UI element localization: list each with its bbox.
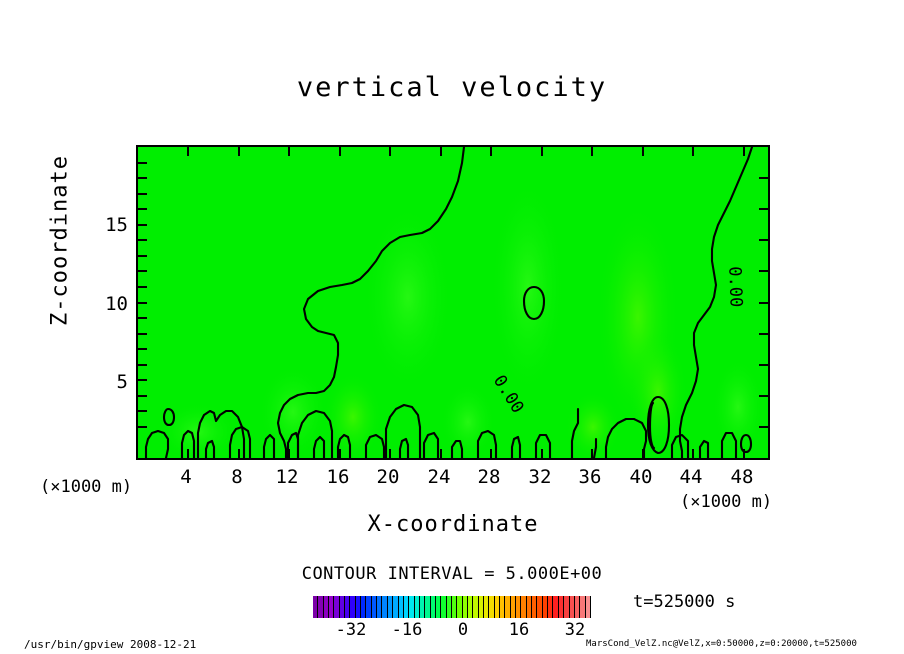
colorbar-swatch (462, 596, 468, 618)
x-tick-label-16: 16 (326, 466, 350, 488)
x-tick-label-20: 20 (376, 466, 400, 488)
x-unit-label-right: (×1000 m) (680, 492, 773, 512)
colorbar (313, 596, 591, 618)
contour-field-svg: 0.00 0.00 (138, 147, 768, 458)
contour-label-right: 0.00 (724, 266, 745, 308)
colorbar-swatch (510, 596, 517, 618)
y-tick-label-15: 15 (105, 214, 128, 236)
contour-interval-label: CONTOUR INTERVAL = 5.000E+00 (301, 564, 603, 584)
colorbar-swatch (451, 596, 458, 618)
colorbar-swatch (473, 596, 479, 618)
colorbar-swatch (323, 596, 330, 618)
colorbar-swatch (446, 596, 452, 618)
colorbar-swatch (500, 596, 506, 618)
x-unit-label-left: (×1000 m) (40, 477, 133, 497)
colorbar-swatch (435, 596, 442, 618)
colorbar-swatch (329, 596, 335, 618)
colorbar-swatch (382, 596, 388, 618)
colorbar-swatch (564, 596, 570, 618)
colorbar-swatch (558, 596, 565, 618)
colorbar-swatch (505, 596, 511, 618)
colorbar-swatch (387, 596, 394, 618)
contour-plot-area: 0.00 0.00 (136, 145, 770, 460)
colorbar-swatch (537, 596, 543, 618)
colorbar-tick-labels: -32 -16 0 16 32 (313, 620, 591, 642)
axis-tick-marks (138, 147, 768, 458)
colorbar-swatch (553, 596, 559, 618)
x-tick-label-40: 40 (629, 466, 653, 488)
colorbar-swatch (377, 596, 383, 618)
colorbar-swatch (398, 596, 404, 618)
x-tick-label-24: 24 (427, 466, 451, 488)
y-axis-label: Z-coordinate (47, 155, 73, 326)
x-tick-label-8: 8 (231, 466, 243, 488)
colorbar-swatch (441, 596, 447, 618)
x-tick-label-28: 28 (477, 466, 501, 488)
colorbar-swatch (516, 596, 522, 618)
colorbar-swatch (430, 596, 436, 618)
time-annotation: t=525000 s (633, 592, 736, 612)
colorbar-swatch (574, 596, 581, 618)
colorbar-swatch (345, 596, 351, 618)
colorbar-tick-16: 16 (508, 620, 530, 640)
colorbar-swatch (484, 596, 490, 618)
colorbar-swatch (313, 596, 319, 618)
colorbar-swatch (393, 596, 399, 618)
colorbar-swatch (542, 596, 549, 618)
colorbar-swatch (339, 596, 346, 618)
colorbar-swatch (585, 596, 591, 618)
footer-dataset-label: MarsCond_VelZ.nc@VelZ,x=0:50000,z=0:2000… (586, 639, 857, 649)
colorbar-swatch (371, 596, 378, 618)
colorbar-swatch (409, 596, 415, 618)
field-soft-structures (158, 177, 764, 458)
colorbar-swatch (494, 596, 501, 618)
colorbar-swatch (334, 596, 340, 618)
footer-command-label: /usr/bin/gpview 2008-12-21 (24, 638, 197, 651)
colorbar-swatch (403, 596, 410, 618)
colorbar-swatch (425, 596, 431, 618)
colorbar-swatch (361, 596, 367, 618)
colorbar-swatch (414, 596, 420, 618)
colorbar-swatch (526, 596, 533, 618)
x-tick-label-44: 44 (679, 466, 703, 488)
y-tick-label-10: 10 (105, 293, 128, 315)
colorbar-swatch (580, 596, 586, 618)
x-tick-label-48: 48 (730, 466, 754, 488)
colorbar-swatch (457, 596, 463, 618)
colorbar-tick-32: 32 (564, 620, 586, 640)
colorbar-tick--32: -32 (335, 620, 367, 640)
colorbar-swatch (350, 596, 356, 618)
colorbar-swatch (478, 596, 484, 618)
colorbar-swatch (467, 596, 474, 618)
colorbar-swatch (548, 596, 554, 618)
colorbar-tick-0: 0 (457, 620, 469, 640)
colorbar-swatch (569, 596, 575, 618)
y-tick-label-5: 5 (116, 371, 128, 393)
colorbar-swatch (532, 596, 538, 618)
x-tick-label-12: 12 (275, 466, 299, 488)
x-tick-label-32: 32 (528, 466, 552, 488)
colorbar-swatch (366, 596, 372, 618)
colorbar-swatch (318, 596, 324, 618)
colorbar-swatch (419, 596, 426, 618)
x-tick-label-36: 36 (578, 466, 602, 488)
zero-contour-lines (144, 147, 754, 458)
x-tick-label-4: 4 (180, 466, 192, 488)
colorbar-swatch (355, 596, 362, 618)
colorbar-swatch (489, 596, 495, 618)
page-title: vertical velocity (296, 72, 608, 103)
x-axis-label: X-coordinate (367, 512, 539, 537)
colorbar-tick--16: -16 (391, 620, 423, 640)
colorbar-swatch (521, 596, 527, 618)
